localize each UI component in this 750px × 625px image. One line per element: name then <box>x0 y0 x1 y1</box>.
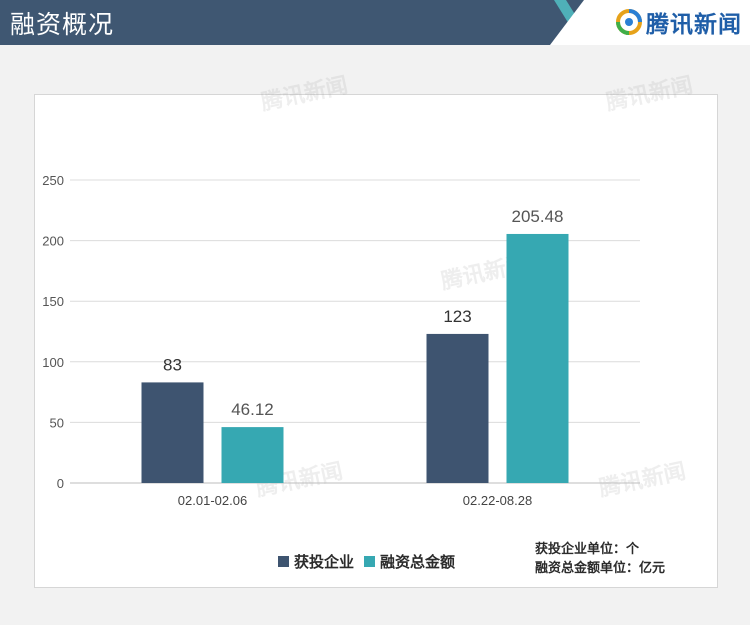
bar-value-label: 83 <box>163 355 182 374</box>
y-tick-label: 50 <box>50 415 64 430</box>
header: 融资概况 腾讯新闻 <box>0 0 750 45</box>
y-tick-label: 0 <box>57 476 64 491</box>
legend-label: 融资总金额 <box>380 553 456 571</box>
bar <box>141 382 204 483</box>
x-axis-ticks: 02.01-02.06 02.22-08.28 <box>178 493 532 508</box>
legend-swatch <box>278 556 289 567</box>
bar-value-label: 46.12 <box>231 400 274 419</box>
y-tick-label: 250 <box>42 173 64 188</box>
units-note: 获投企业单位：个 融资总金额单位：亿元 <box>535 540 665 578</box>
bar-labels: 83 46.12 123 205.48 <box>163 207 563 419</box>
header-brand-panel <box>550 0 750 45</box>
brand-logo: 腾讯新闻 <box>616 5 742 39</box>
y-tick-label: 200 <box>42 234 64 249</box>
y-axis-ticks: 0 50 100 150 200 250 <box>42 173 64 491</box>
bar <box>221 427 284 483</box>
legend-swatch <box>364 556 376 567</box>
bar <box>426 333 489 483</box>
legend-item-funding: 融资总金额 <box>364 551 455 572</box>
unit-funding: 融资总金额单位：亿元 <box>535 561 666 576</box>
y-tick-label: 150 <box>42 294 64 309</box>
legend: 获投企业 融资总金额 <box>278 551 455 572</box>
page-title: 融资概况 <box>10 10 115 39</box>
y-tick-label: 100 <box>42 355 64 370</box>
legend-item-companies: 获投企业 <box>278 551 354 572</box>
x-tick-label: 02.01-02.06 <box>178 493 247 508</box>
chart-card <box>34 94 718 588</box>
unit-companies: 获投企业单位：个 <box>535 542 640 557</box>
bars <box>141 233 569 483</box>
brand-name: 腾讯新闻 <box>646 12 742 38</box>
legend-label: 获投企业 <box>294 553 355 571</box>
tencent-news-logo-icon <box>616 9 642 35</box>
x-tick-label: 02.22-08.28 <box>463 493 532 508</box>
bar-value-label: 123 <box>443 307 471 326</box>
bar-value-label: 205.48 <box>512 207 564 226</box>
bar <box>506 233 569 483</box>
